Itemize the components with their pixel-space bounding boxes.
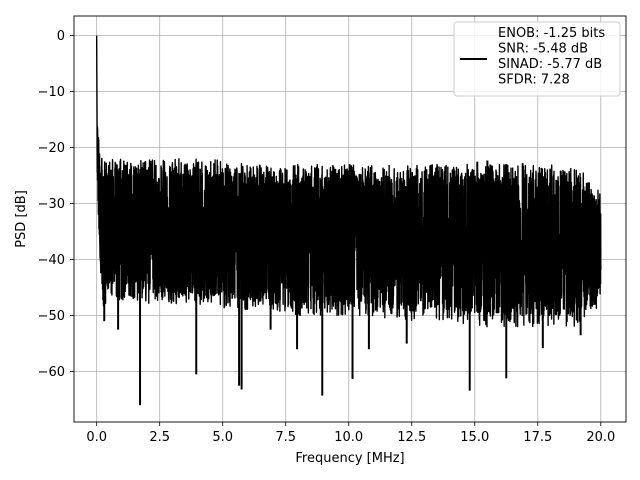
legend-line: SFDR: 7.28 [498,73,570,88]
x-tick-label: 2.5 [149,430,170,445]
y-tick-label: −10 [38,85,65,100]
axes-frame [73,15,627,423]
x-tick-label: 17.5 [523,430,552,445]
x-axis-label: Frequency [MHz] [295,451,404,466]
x-tick-label: 20.0 [586,430,615,445]
x-tick-label: 7.5 [275,430,296,445]
x-tick-label: 10.0 [334,430,363,445]
psd-trace [95,35,602,328]
y-axis-label: PSD [dB] [14,190,29,248]
y-tick-label: −30 [38,197,65,212]
legend-line: SINAD: -5.77 dB [498,57,602,72]
legend-label: ENOB: -1.25 bits SNR: -5.48 dB SINAD: -5.7… [498,26,605,88]
legend: ENOB: -1.25 bits SNR: -5.48 dB SINAD: -5.7… [453,21,621,97]
y-tick-label: 0 [57,29,65,44]
legend-frame [453,21,621,97]
legend-line: SNR: -5.48 dB [498,42,588,57]
x-tick-label: 15.0 [460,430,489,445]
axis-ticks: 0.0 2.5 5.0 7.5 10.0 12.5 15.0 17.5 20.0 0 −10 −20 −… [38,29,616,445]
y-tick-label: −60 [38,365,65,380]
x-tick-label: 0.0 [86,430,107,445]
x-tick-label: 12.5 [397,430,426,445]
legend-line: ENOB: -1.25 bits [498,26,605,41]
y-tick-label: −50 [38,309,65,324]
x-tick-label: 5.0 [212,430,233,445]
series-psd [95,35,602,406]
y-tick-label: −20 [38,141,65,156]
y-tick-label: −40 [38,253,65,268]
